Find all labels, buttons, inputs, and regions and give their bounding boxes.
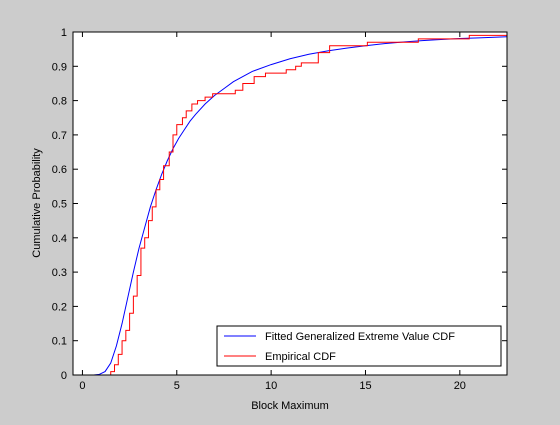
y-tick-label: 0.1 — [52, 336, 67, 348]
y-tick-label: 0.5 — [52, 199, 67, 211]
y-tick-label: 0.7 — [52, 130, 67, 142]
y-tick-label: 1 — [61, 27, 67, 39]
x-tick-label: 0 — [79, 380, 85, 392]
series-line-fitted-gev — [88, 36, 508, 376]
x-axis-label: Block Maximum — [251, 400, 329, 412]
x-tick-label: 20 — [454, 380, 466, 392]
legend: Fitted Generalized Extreme Value CDF Emp… — [216, 325, 502, 367]
ticks-layer: 0 5 10 15 20 0 0.1 0.2 0.3 0.4 0.5 0.6 0.7 0.8 0.9 1 — [52, 27, 507, 392]
y-tick-label: 0.8 — [52, 96, 67, 108]
series-line-empirical-cdf — [91, 34, 507, 376]
y-axis-label: Cumulative Probability — [31, 148, 43, 258]
y-tick-label: 0 — [61, 370, 67, 382]
y-tick-label: 0.6 — [52, 164, 67, 176]
x-tick-label: 10 — [265, 380, 277, 392]
y-tick-label: 0.2 — [52, 301, 67, 313]
x-tick-label: 5 — [174, 380, 180, 392]
y-tick-label: 0.3 — [52, 267, 67, 279]
y-tick-label: 0.9 — [52, 61, 67, 73]
x-tick-label: 15 — [359, 380, 371, 392]
plot-frame — [72, 31, 508, 376]
legend-box — [216, 325, 502, 367]
data-layer — [88, 34, 508, 376]
legend-label-fitted-gev: Fitted Generalized Extreme Value CDF — [265, 331, 455, 343]
legend-label-empirical-cdf: Empirical CDF — [265, 351, 336, 363]
plot-area — [73, 32, 507, 375]
y-tick-label: 0.4 — [52, 233, 67, 245]
